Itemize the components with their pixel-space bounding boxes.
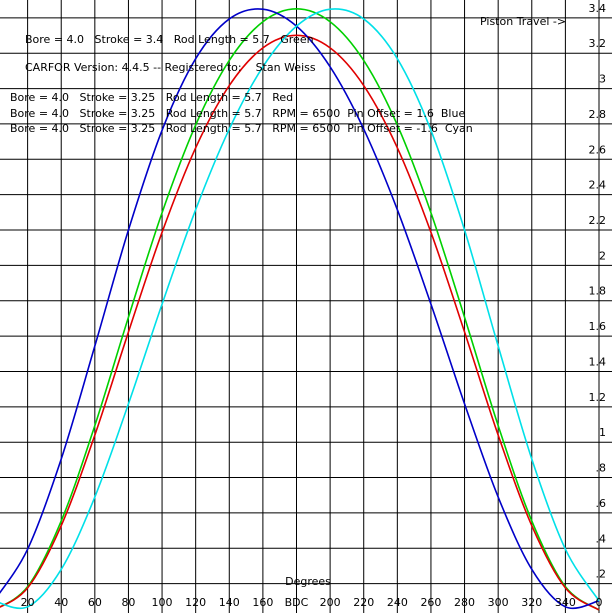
y-axis-label: Piston Travel -> — [480, 15, 566, 28]
y-tick-label: .8 — [596, 462, 607, 475]
y-tick-label: 1.2 — [589, 391, 607, 404]
lines — [0, 8, 600, 611]
x-tick-label: 220 — [353, 596, 374, 609]
y-tick-label: .4 — [596, 532, 607, 545]
x-tick-label: 280 — [454, 596, 475, 609]
texts: Piston Travel -> CARFOR Version: 4.4.5 -… — [10, 2, 606, 609]
x-tick-label: 80 — [121, 596, 135, 609]
x-tick-label: 20 — [21, 596, 35, 609]
y-tick-label: 3.4 — [589, 2, 607, 15]
x-tick-label: 140 — [219, 596, 240, 609]
y-tick-label: 2 — [599, 249, 606, 262]
x-tick-label: 0 — [596, 596, 603, 609]
y-tick-label: 1 — [599, 426, 606, 439]
x-axis-label: Degrees — [285, 575, 331, 588]
x-tick-label: 160 — [252, 596, 273, 609]
legend-entry: Bore = 4.0 Stroke = 3.25 Rod Length = 5.… — [10, 107, 465, 120]
y-tick-label: 1.4 — [589, 355, 607, 368]
y-tick-label: 3.2 — [589, 37, 607, 50]
legend-entry: Bore = 4.0 Stroke = 3.25 Rod Length = 5.… — [10, 91, 293, 104]
y-tick-label: .6 — [596, 497, 607, 510]
series-line — [0, 8, 600, 610]
y-tick-label: .2 — [596, 568, 607, 581]
y-tick-label: 1.6 — [589, 320, 607, 333]
annotation: CARFOR Version: 4.4.5 -- Registered to: … — [25, 61, 316, 74]
legend-entry: Bore = 4.0 Stroke = 3.25 Rod Length = 5.… — [10, 122, 473, 135]
series-line — [0, 34, 600, 611]
y-tick-label: 2.4 — [589, 179, 607, 192]
x-tick-label: 100 — [152, 596, 173, 609]
y-tick-label: 1.8 — [589, 285, 607, 298]
x-tick-label: 200 — [320, 596, 341, 609]
x-tick-label: BDC — [285, 596, 309, 609]
x-tick-label: 320 — [521, 596, 542, 609]
legend-entry: Bore = 4.0 Stroke = 3.4 Rod Length = 5.7… — [25, 33, 314, 46]
x-tick-label: 300 — [488, 596, 509, 609]
x-tick-label: 120 — [185, 596, 206, 609]
x-tick-label: 260 — [420, 596, 441, 609]
y-tick-label: 2.6 — [589, 143, 607, 156]
y-tick-label: 2.8 — [589, 108, 607, 121]
x-tick-label: 340 — [555, 596, 576, 609]
series-line — [0, 8, 600, 611]
x-tick-label: 60 — [88, 596, 102, 609]
x-tick-label: 240 — [387, 596, 408, 609]
y-tick-label: 3 — [599, 73, 606, 86]
y-tick-label: 2.2 — [589, 214, 607, 227]
x-tick-label: 40 — [54, 596, 68, 609]
